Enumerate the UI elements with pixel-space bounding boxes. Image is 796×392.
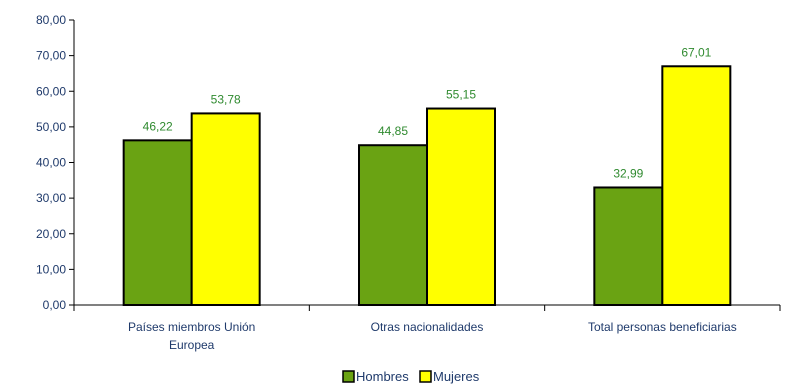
- bar-hombres-0: [122, 139, 193, 306]
- data-label: 32,99: [613, 166, 643, 180]
- data-label: 55,15: [446, 88, 476, 102]
- y-tick-label: 80,00: [36, 13, 66, 27]
- legend-swatch-hombres: [342, 370, 355, 383]
- legend-label-mujeres: Mujeres: [433, 369, 480, 384]
- data-label: 44,85: [378, 124, 408, 138]
- x-category-label: Países miembros Unión: [128, 320, 255, 334]
- bar-hombres-2: [593, 186, 664, 307]
- bar-hombres-1: [358, 144, 428, 306]
- y-tick-label: 70,00: [36, 49, 66, 63]
- y-tick-label: 30,00: [36, 191, 66, 205]
- y-tick-label: 0,00: [43, 298, 67, 312]
- x-category-label: Total personas beneficiarias: [588, 320, 737, 334]
- bar-mujeres-2: [661, 65, 732, 307]
- legend-swatch-mujeres: [419, 370, 432, 383]
- bar-mujeres-0: [190, 112, 261, 306]
- bar-mujeres-1: [426, 107, 496, 306]
- x-category-label: Europea: [169, 338, 215, 352]
- x-category-label: Otras nacionalidades: [371, 320, 484, 334]
- y-tick-label: 10,00: [36, 262, 66, 276]
- y-tick-label: 20,00: [36, 227, 66, 241]
- legend-label-hombres: Hombres: [356, 369, 409, 384]
- data-label: 53,78: [211, 92, 241, 106]
- y-tick-label: 50,00: [36, 120, 66, 134]
- y-tick-label: 60,00: [36, 84, 66, 98]
- y-tick-label: 40,00: [36, 156, 66, 170]
- data-label: 46,22: [143, 119, 173, 133]
- data-label: 67,01: [681, 45, 711, 59]
